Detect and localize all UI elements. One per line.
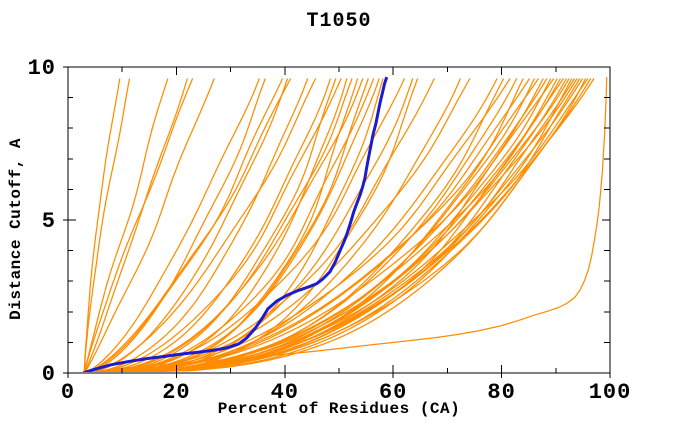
model-curve (85, 78, 289, 372)
model-curve (83, 78, 194, 372)
x-tick-label: 0 (61, 380, 75, 405)
y-tick-label: 5 (42, 209, 56, 234)
model-curve (88, 78, 353, 372)
model-curve (83, 78, 215, 372)
model-curve (88, 78, 364, 372)
model-curve (89, 78, 375, 372)
model-curve (95, 78, 548, 372)
model-curve (84, 78, 266, 372)
model-curve (98, 78, 544, 372)
x-tick-label: 60 (379, 380, 407, 405)
model-curve (96, 78, 584, 372)
model-curve (96, 78, 595, 372)
model-curve (91, 78, 471, 372)
low-outlier-model (86, 77, 608, 372)
x-tick-label: 40 (271, 380, 299, 405)
model-curve (86, 78, 342, 372)
model-curve (83, 78, 131, 372)
model-curve (94, 78, 565, 372)
model-curve (99, 78, 573, 372)
x-tick-label: 100 (589, 380, 632, 405)
chart-title: T1050 (306, 10, 372, 33)
x-tick-label: 20 (162, 380, 190, 405)
model-curve (83, 78, 188, 372)
model-curve (93, 78, 461, 372)
x-tick-label: 80 (487, 380, 515, 405)
model-curve (86, 78, 309, 372)
y-tick-label: 0 (42, 362, 56, 387)
model-curve (95, 78, 589, 372)
model-curve (96, 78, 505, 372)
model-curve (91, 78, 511, 372)
model-curve (93, 78, 531, 372)
model-curve (92, 78, 540, 372)
model-curve (83, 78, 169, 372)
model-curve (87, 78, 331, 372)
x-axis-title: Percent of Residues (CA) (217, 400, 461, 418)
model-curve (94, 78, 578, 372)
model-curve (90, 78, 406, 372)
model-curve (85, 78, 317, 372)
model-curve (95, 78, 518, 372)
y-tick-label: 10 (28, 56, 56, 81)
model-curve (89, 78, 337, 372)
model-curve (91, 78, 435, 372)
model-curve (82, 78, 121, 372)
model-curve (91, 78, 380, 372)
model-curve (93, 78, 555, 372)
model-curve (92, 78, 498, 372)
model-curve (84, 78, 260, 372)
model-curve (84, 78, 292, 372)
highlighted-model (82, 76, 389, 372)
